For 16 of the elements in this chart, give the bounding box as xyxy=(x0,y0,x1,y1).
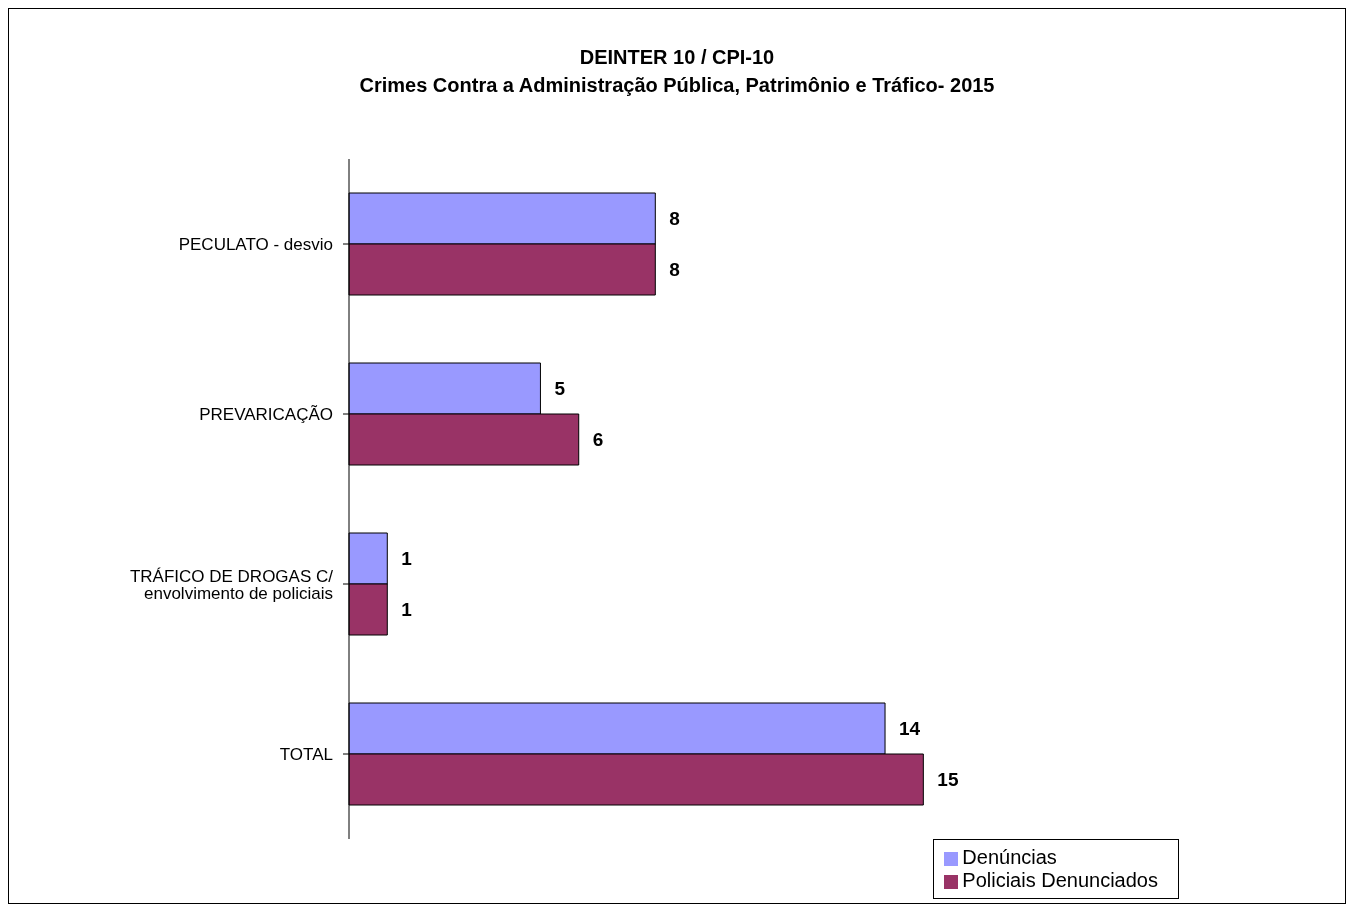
y-tick-label: PECULATO - desvio xyxy=(178,235,333,255)
data-label: 14 xyxy=(899,718,921,740)
chart-subtitle: Crimes Contra a Administração Pública, Patrimônio e Tráfico- 2015 xyxy=(358,73,996,98)
legend-label: Policiais Denunciados xyxy=(962,869,1158,891)
chart-title: DEINTER 10 / CPI-10 xyxy=(578,45,776,70)
data-label: 6 xyxy=(592,429,604,451)
y-tick-label: TOTAL xyxy=(279,745,333,765)
data-label: 8 xyxy=(669,259,680,281)
data-label: 1 xyxy=(401,548,413,570)
y-tick-label: PREVARICAÇÃO xyxy=(199,405,333,425)
legend-label: Denúncias xyxy=(962,846,1057,868)
data-label: 8 xyxy=(669,208,680,230)
y-tick-label: TRÁFICO DE DROGAS C/ envolvimento de policiais xyxy=(129,566,334,603)
data-label: 1 xyxy=(401,599,413,621)
data-label: 15 xyxy=(937,769,959,791)
data-label: 5 xyxy=(554,378,566,400)
